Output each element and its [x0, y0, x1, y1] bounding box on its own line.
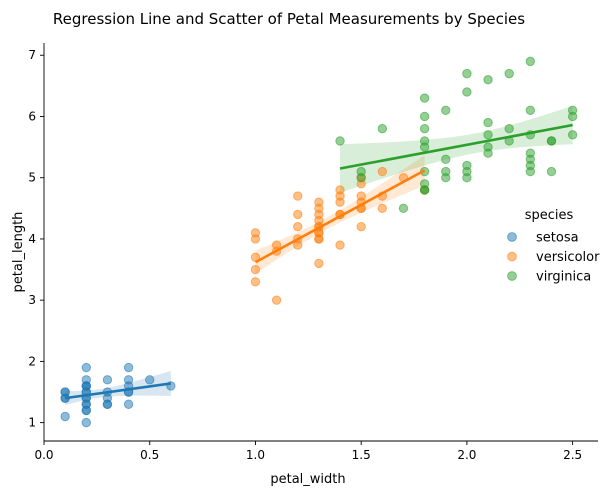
- regression-lines: [64, 123, 573, 400]
- legend-marker-versicolor: [507, 251, 517, 262]
- axes: [43, 43, 598, 442]
- confidence-band-virginica: [340, 105, 573, 193]
- data-point-virginica: [377, 124, 388, 134]
- data-point-virginica: [356, 166, 366, 177]
- legend: species setosa versicolor virginica: [507, 208, 600, 285]
- data-point-setosa: [123, 399, 134, 409]
- data-point-versicolor: [335, 240, 345, 250]
- data-point-setosa: [60, 411, 70, 422]
- legend-label-setosa: setosa: [536, 231, 579, 246]
- data-point-setosa: [81, 381, 91, 391]
- data-point-virginica: [462, 160, 472, 171]
- data-point-virginica: [525, 105, 536, 116]
- data-point-versicolor: [314, 197, 324, 207]
- regression-line-versicolor: [254, 169, 426, 264]
- data-point-virginica: [567, 105, 578, 116]
- data-point-virginica: [483, 142, 493, 152]
- data-point-virginica: [419, 136, 430, 146]
- y-tick-label: 3: [28, 293, 36, 307]
- confidence-band-setosa: [65, 370, 171, 406]
- x-tick-label: 2.5: [563, 448, 582, 462]
- data-point-versicolor: [356, 221, 366, 232]
- data-point-versicolor: [377, 203, 388, 214]
- y-tick-label: 4: [28, 232, 36, 246]
- legend-label-virginica: virginica: [536, 270, 591, 285]
- data-point-virginica: [419, 111, 430, 122]
- data-point-virginica: [398, 203, 409, 214]
- regression-line-virginica: [339, 123, 573, 170]
- y-tick-label: 2: [28, 354, 36, 368]
- regression-line-setosa: [64, 382, 172, 400]
- data-point-virginica: [441, 105, 451, 116]
- y-ticks: 1 2 3 4 5 6 7: [28, 48, 44, 430]
- data-point-versicolor: [314, 258, 324, 269]
- data-point-virginica: [419, 185, 430, 195]
- data-point-versicolor: [250, 277, 261, 287]
- data-point-virginica: [419, 93, 430, 103]
- data-points: [60, 56, 578, 428]
- data-point-virginica: [483, 75, 493, 85]
- y-tick-label: 1: [28, 416, 36, 430]
- legend-marker-setosa: [507, 232, 517, 242]
- y-axis-label: petal_length: [11, 212, 26, 293]
- y-tick-label: 5: [28, 171, 36, 185]
- data-point-versicolor: [293, 209, 303, 220]
- data-point-virginica: [441, 154, 451, 165]
- data-point-versicolor: [271, 295, 282, 305]
- data-point-setosa: [102, 399, 113, 409]
- x-tick-label: 1.5: [352, 448, 371, 462]
- data-point-setosa: [102, 375, 113, 385]
- x-tick-label: 1.0: [246, 448, 265, 462]
- x-axis-label: petal_width: [270, 472, 345, 487]
- legend-label-versicolor: versicolor: [536, 250, 600, 265]
- confidence-bands: [65, 105, 573, 406]
- data-point-setosa: [123, 362, 134, 373]
- data-point-setosa: [123, 375, 134, 385]
- x-tick-label: 2.0: [457, 448, 476, 462]
- y-tick-label: 6: [28, 109, 36, 123]
- data-point-versicolor: [335, 185, 345, 195]
- x-ticks: 0.0 0.5 1.0 1.5 2.0 2.5: [34, 441, 582, 462]
- data-point-virginica: [419, 124, 430, 134]
- data-point-setosa: [81, 362, 91, 373]
- x-tick-label: 0.5: [140, 448, 159, 462]
- chart-title: Regression Line and Scatter of Petal Mea…: [53, 10, 525, 28]
- data-point-virginica: [462, 68, 472, 79]
- data-point-setosa: [81, 417, 91, 428]
- data-point-virginica: [441, 166, 451, 177]
- data-point-virginica: [483, 130, 493, 140]
- data-point-virginica: [504, 68, 514, 79]
- data-point-virginica: [546, 136, 557, 146]
- x-tick-label: 0.0: [34, 448, 53, 462]
- data-point-virginica: [567, 130, 578, 140]
- data-point-versicolor: [250, 228, 261, 238]
- data-point-virginica: [525, 56, 536, 67]
- data-point-virginica: [504, 124, 514, 134]
- data-point-virginica: [335, 136, 345, 146]
- y-tick-label: 7: [28, 48, 36, 62]
- data-point-setosa: [145, 375, 155, 385]
- data-point-virginica: [483, 117, 493, 128]
- data-point-virginica: [546, 166, 557, 177]
- data-point-versicolor: [293, 221, 303, 232]
- data-point-setosa: [81, 399, 91, 409]
- legend-title: species: [525, 208, 574, 223]
- data-point-virginica: [525, 148, 536, 158]
- legend-marker-virginica: [507, 271, 517, 281]
- data-point-versicolor: [250, 264, 261, 275]
- data-point-virginica: [462, 87, 472, 97]
- data-point-versicolor: [356, 191, 366, 201]
- data-point-versicolor: [293, 191, 303, 201]
- data-point-versicolor: [377, 166, 388, 177]
